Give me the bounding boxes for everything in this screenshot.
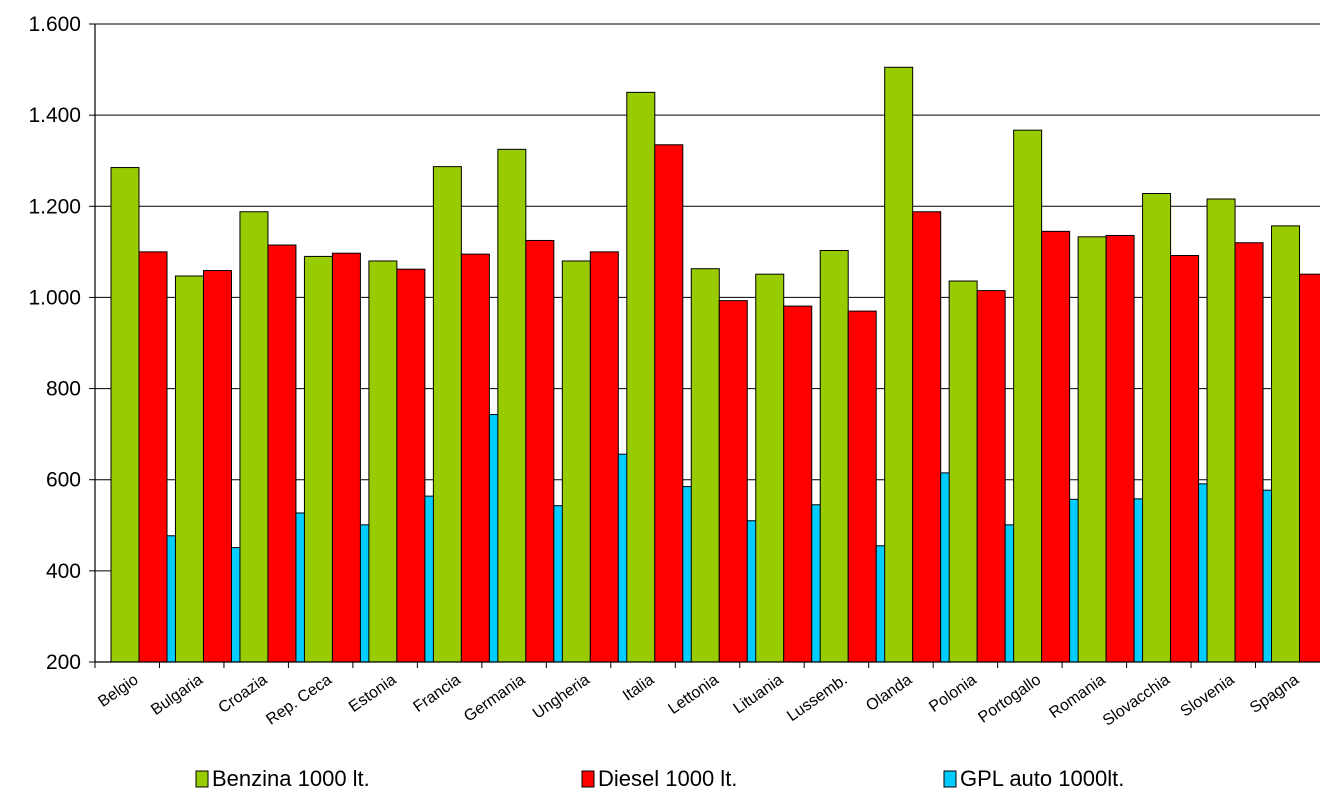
bar [1170,255,1200,663]
bar [626,91,656,663]
bar [783,305,813,663]
bar [1041,230,1071,663]
x-tick-label: Polonia [926,671,980,716]
bar [267,244,297,663]
bars [94,66,1320,668]
bar [138,251,168,663]
bar [1271,225,1301,663]
legend-label: Diesel 1000 lt. [598,766,737,791]
x-tick-label: Romania [1046,671,1108,722]
bar [718,300,748,663]
x-tick-label: Bulgaria [148,671,206,719]
bar [1142,193,1172,663]
x-tick-label: Rep. Ceca [263,671,335,728]
bar [884,66,914,663]
bar [976,290,1006,663]
bar [589,251,619,663]
bar [202,270,232,663]
bar [432,166,462,663]
bar [948,280,978,663]
bar [174,275,204,663]
y-tick-label: 1.000 [28,286,81,309]
bar [1077,236,1107,663]
x-tick-label: Lettonia [665,671,721,718]
bar [396,268,426,663]
bar [847,310,877,663]
bar [755,273,785,663]
x-tick-label: Portogallo [975,671,1044,726]
bar [1105,234,1135,663]
bar [561,260,591,663]
x-tick-label: Francia [410,671,464,716]
bar [1299,273,1320,663]
bar [819,249,849,663]
y-tick-label: 1.600 [28,13,81,36]
x-tick-label: Lussemb. [784,671,851,725]
bar [1234,242,1264,663]
y-tick-label: 600 [46,469,81,492]
legend-label: GPL auto 1000lt. [960,766,1124,791]
axes [94,24,1320,663]
x-tick-label: Spagna [1247,671,1302,717]
bar [368,260,398,663]
x-tick-label: Germania [461,671,528,725]
bar [1206,198,1236,663]
bar [110,167,140,663]
y-axis-ticks: 200 400 600 800 1.000 1.200 1.400 1.600 [28,13,81,674]
legend-label: Benzina 1000 lt. [212,766,370,791]
x-tick-label: Ungheria [530,671,593,722]
legend: Benzina 1000 lt. Diesel 1000 lt. GPL auto … [195,766,1124,791]
y-tick-label: 800 [46,378,81,401]
bar [654,144,684,663]
y-tick-label: 200 [46,651,81,674]
bar [497,148,527,663]
bar [460,253,490,663]
x-tick-label: Olanda [863,671,915,715]
x-tick-label: Croazia [216,671,271,717]
y-tick-label: 400 [46,560,81,583]
x-tick-label: Estonia [346,671,400,716]
x-tick-label: Slovenia [1178,671,1238,720]
bar [1013,129,1043,663]
x-tick-label: Italia [620,671,658,704]
bar [690,268,720,663]
x-tick-label: Slovacchia [1100,671,1173,729]
bar [912,211,942,663]
y-tick-label: 1.400 [28,104,81,127]
y-tick-label: 1.200 [28,195,81,218]
legend-swatch [581,770,595,788]
x-tick-label: Lituania [731,671,787,717]
bar [303,255,333,663]
legend-swatch [195,770,209,788]
bar [331,252,361,663]
bar [525,239,555,663]
bar [239,211,269,663]
x-tick-label: Belgio [95,671,141,710]
legend-swatch [943,770,957,788]
